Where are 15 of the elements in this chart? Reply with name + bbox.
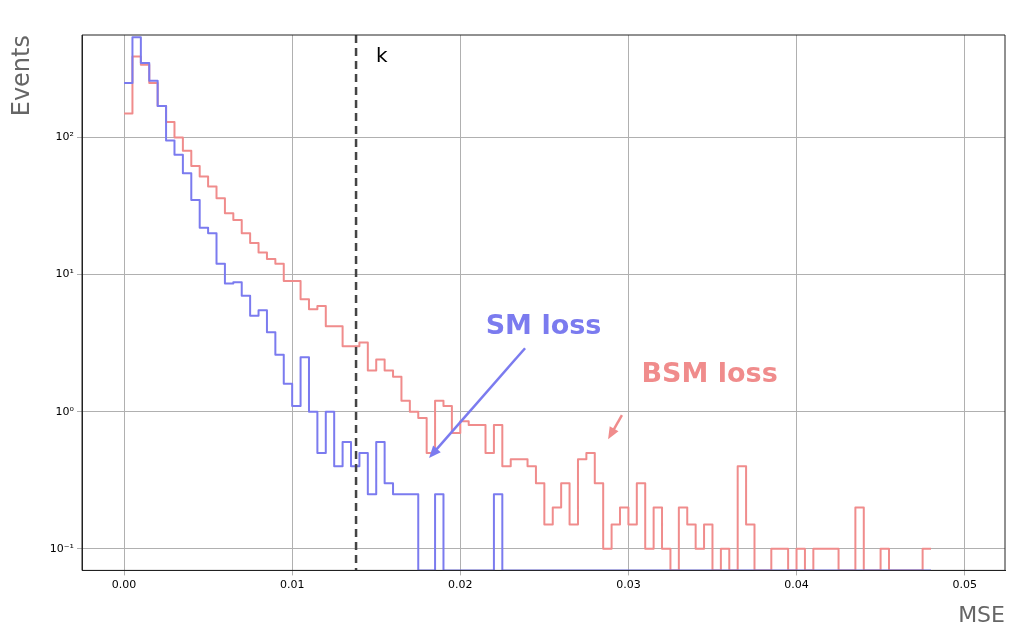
y-tick-label: 10² — [55, 130, 75, 144]
y-axis-title: Events — [6, 35, 35, 117]
y-tick-label: 10¹ — [55, 267, 75, 281]
x-tick-label: 0.05 — [952, 577, 977, 591]
x-tick-label: 0.01 — [279, 577, 305, 591]
x-tick-label: 0.00 — [111, 577, 137, 591]
x-tick-label: 0.03 — [616, 577, 641, 591]
ref-line-label: k — [376, 43, 389, 68]
text: SM loss — [485, 308, 602, 340]
x-tick-label: 0.02 — [448, 577, 473, 591]
text: BSM loss — [641, 356, 778, 388]
y-tick-label: 10⁻¹ — [49, 541, 75, 555]
y-tick-label: 10⁰ — [55, 404, 75, 418]
x-axis-title: MSE — [958, 601, 1005, 627]
x-tick-label: 0.04 — [784, 577, 809, 591]
